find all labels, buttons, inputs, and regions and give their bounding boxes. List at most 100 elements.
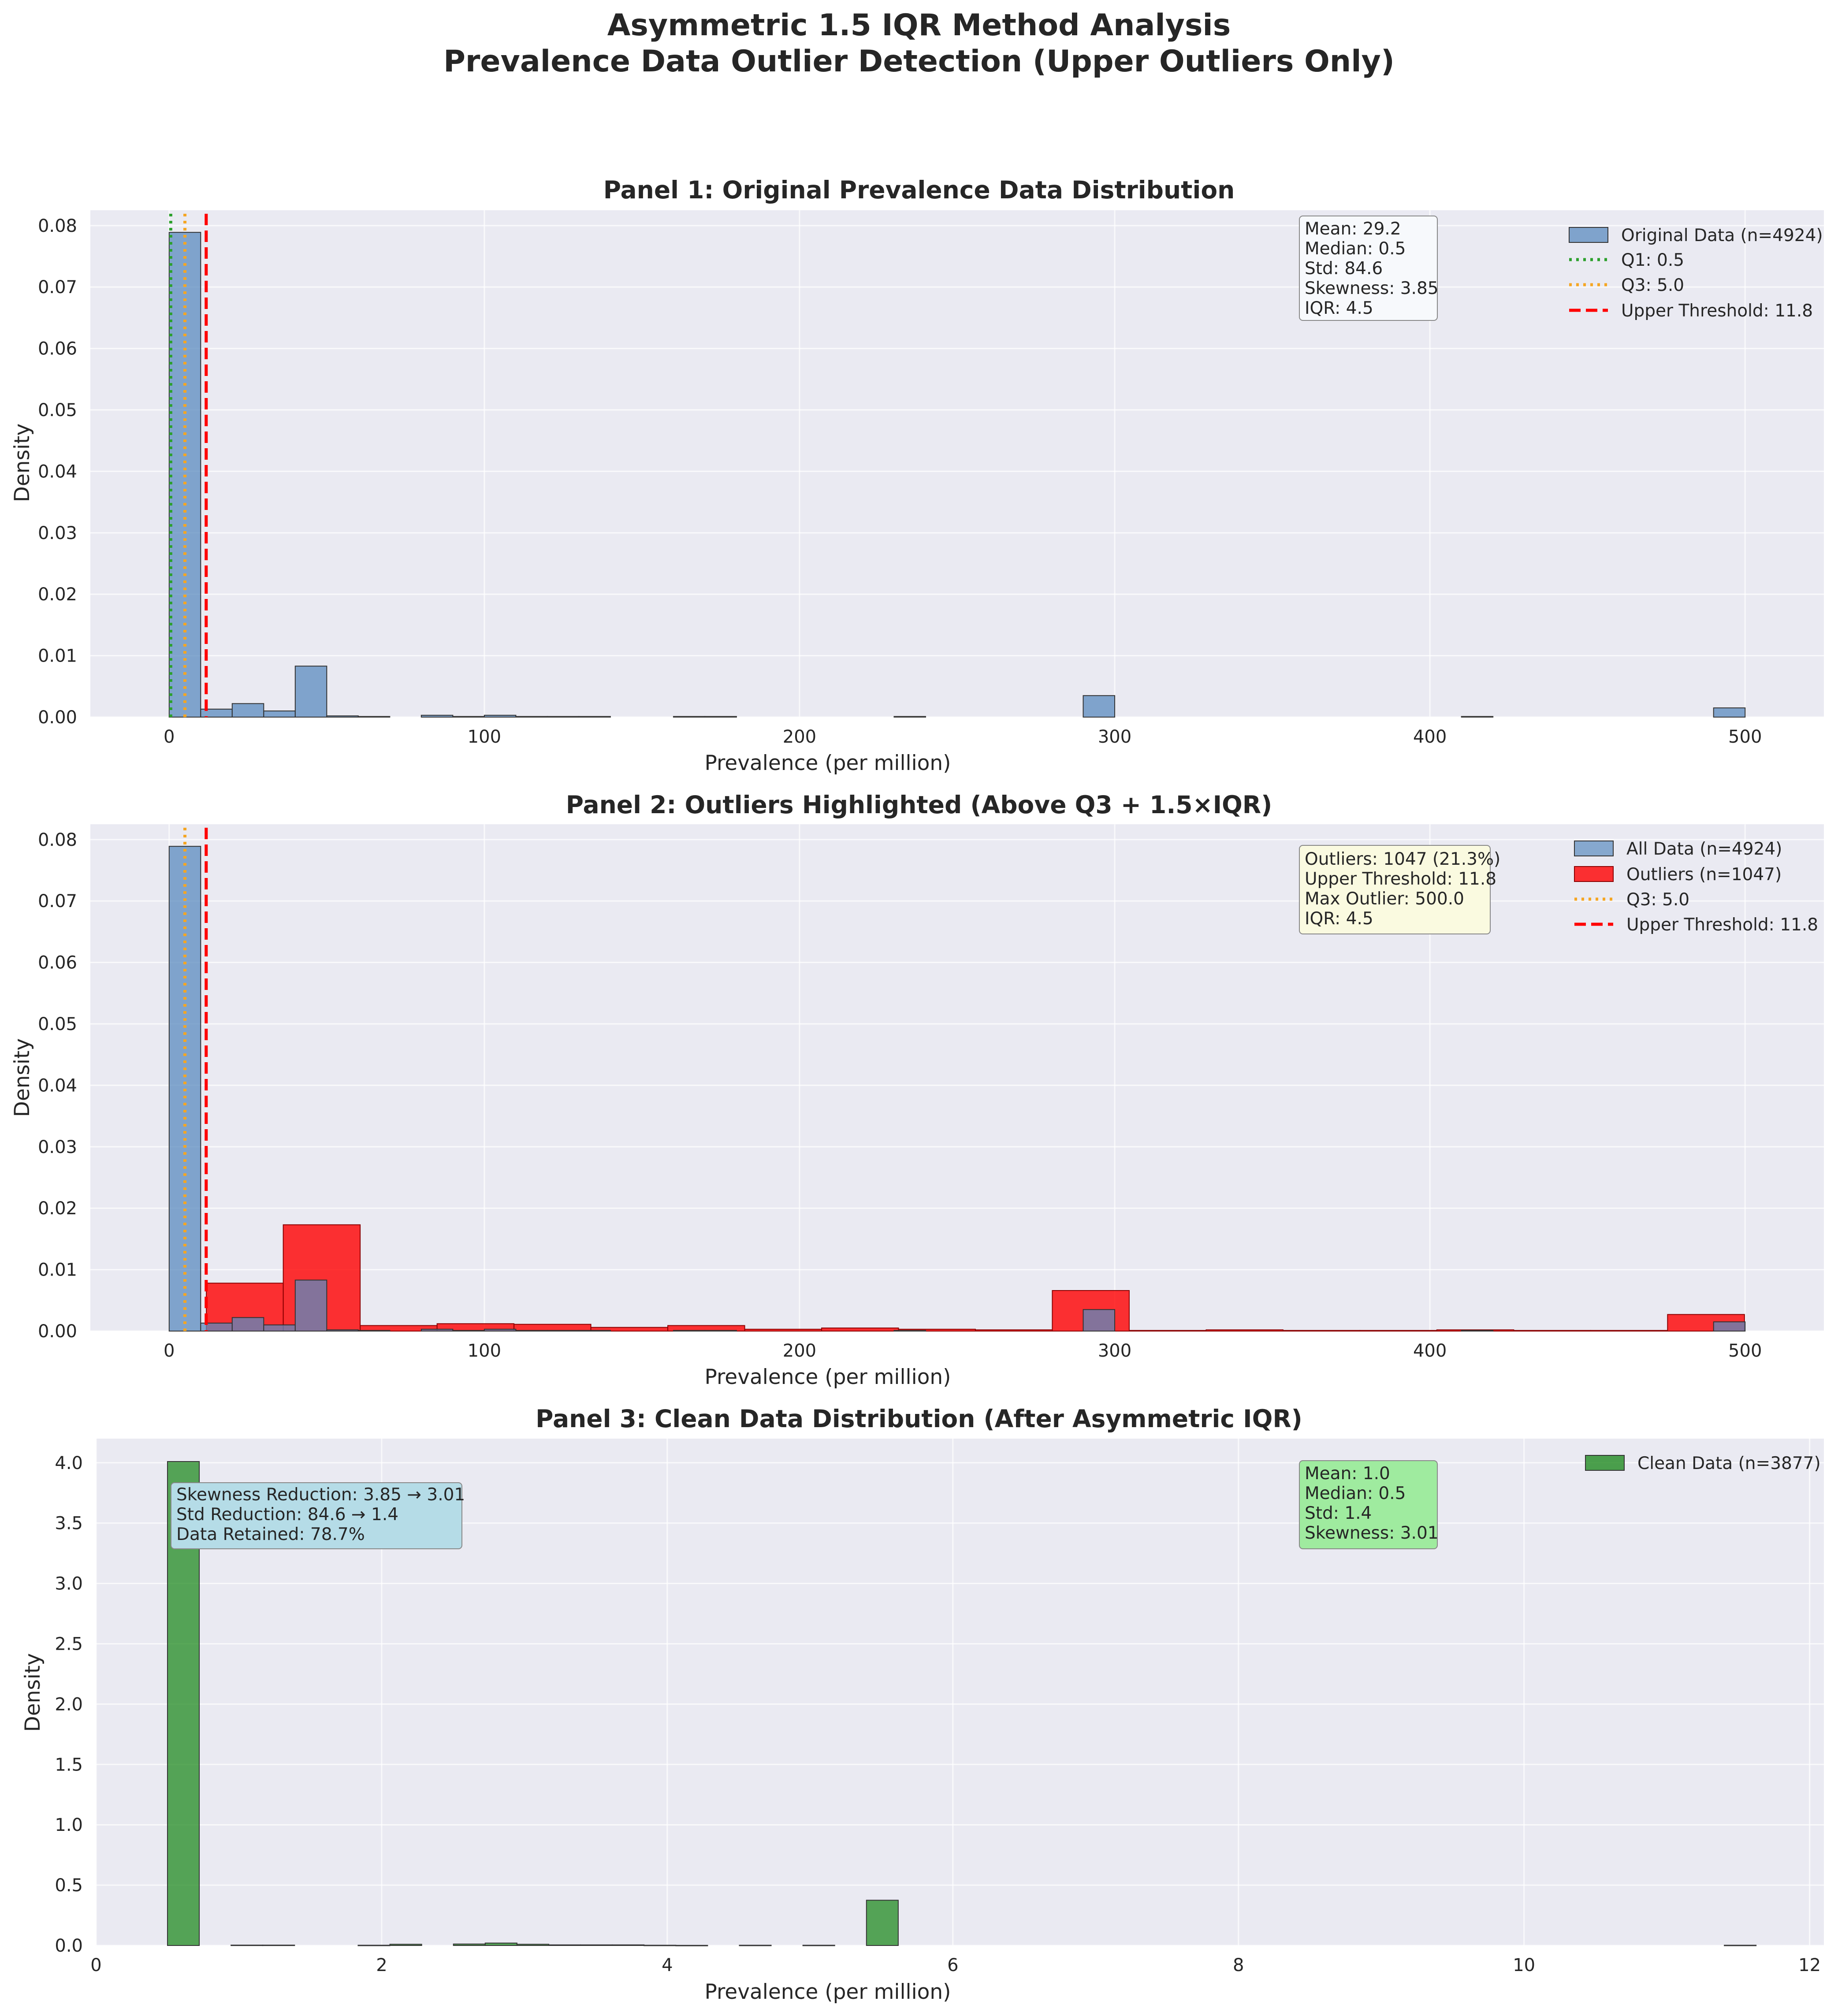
x-tick-label: 2 (376, 1955, 387, 1975)
panel-1-y-axis-label: Density (10, 424, 34, 502)
panel-3-x-axis-label: Prevalence (per million) (704, 1980, 951, 2004)
y-tick-label: 4.0 (55, 1453, 83, 1473)
x-tick-label: 0 (164, 727, 175, 747)
x-tick-label: 300 (1098, 1341, 1131, 1361)
histogram-bar (263, 710, 296, 718)
panel-1-stat-skewness: Skewness: 3.85 (1305, 279, 1439, 298)
histogram-bar (484, 714, 517, 718)
outlier-histogram-bar (744, 1328, 822, 1332)
y-tick-label: 0.06 (38, 953, 77, 973)
legend-all-data: All Data (n=4924) (1626, 839, 1782, 859)
x-tick-label: 200 (783, 727, 816, 747)
legend-q1: Q1: 0.5 (1621, 250, 1684, 270)
figure-title-line1: Asymmetric 1.5 IQR Method Analysis (607, 8, 1231, 43)
x-tick-label: 10 (1513, 1955, 1535, 1975)
x-tick-label: 12 (1798, 1955, 1821, 1975)
panel-3-y-axis-label: Density (21, 1653, 45, 1732)
panel-2-stat-max-outlier: Max Outlier: 500.0 (1305, 889, 1464, 909)
histogram-bar (326, 715, 359, 718)
panel-3-clean-distribution: Panel 3: Clean Data Distribution (After … (21, 1405, 1824, 2004)
clean-histogram-bar (484, 1942, 517, 1946)
y-tick-label: 0.01 (38, 646, 77, 666)
y-tick-label: 0.01 (38, 1260, 77, 1280)
panel-1-grid (90, 210, 1824, 718)
y-tick-label: 0.08 (38, 830, 77, 850)
panel-3-stat-skewness: Skewness: 3.01 (1305, 1523, 1439, 1543)
y-tick-label: 1.0 (55, 1815, 83, 1835)
panel-2-ticks: 0 100 200 300 400 500 0.00 0.01 0.02 0.03 0.04 0.05… (38, 830, 1762, 1361)
outlier-histogram-bar (821, 1328, 899, 1332)
x-tick-label: 100 (468, 1341, 501, 1361)
x-tick-label: 8 (1233, 1955, 1244, 1975)
legend-swatch-all-data (1574, 841, 1614, 856)
histogram-bar (326, 1329, 359, 1332)
x-tick-label: 400 (1413, 1341, 1447, 1361)
y-tick-label: 1.5 (55, 1755, 83, 1775)
panel-2-stat-threshold: Upper Threshold: 11.8 (1305, 869, 1496, 889)
y-tick-label: 0.07 (38, 891, 77, 911)
y-tick-label: 2.5 (55, 1634, 83, 1654)
panel-3-legend: Clean Data (n=3877) (1585, 1454, 1821, 1473)
y-tick-label: 0.04 (38, 461, 77, 482)
panel-1-legend: Original Data (n=4924) Q1: 0.5 Q3: 5.0 U… (1569, 226, 1823, 321)
y-tick-label: 0.03 (38, 1137, 77, 1157)
panel-1-title: Panel 1: Original Prevalence Data Distri… (603, 176, 1235, 204)
y-tick-label: 0.08 (38, 216, 77, 236)
clean-histogram-bar (453, 1943, 486, 1946)
panel-3-stat-std: Std: 1.4 (1305, 1503, 1372, 1523)
legend-swatch-outliers (1574, 866, 1614, 882)
legend-upper-threshold: Upper Threshold: 11.8 (1621, 301, 1813, 321)
x-tick-label: 0 (164, 1341, 175, 1361)
panel-2-plot-area (90, 824, 1824, 1331)
x-tick-label: 500 (1728, 727, 1762, 747)
panel-1-stat-median: Median: 0.5 (1305, 239, 1406, 259)
x-tick-label: 300 (1098, 727, 1131, 747)
panel-3-title: Panel 3: Clean Data Distribution (After … (536, 1405, 1302, 1433)
y-tick-label: 0.07 (38, 277, 77, 298)
y-tick-label: 0.02 (38, 584, 77, 605)
y-tick-label: 3.0 (55, 1574, 83, 1594)
panel-2-title: Panel 2: Outliers Highlighted (Above Q3 … (566, 791, 1272, 819)
panel-3-stat-median: Median: 0.5 (1305, 1484, 1406, 1503)
legend-upper-threshold: Upper Threshold: 11.8 (1626, 915, 1818, 935)
panel-1-stat-iqr: IQR: 4.5 (1305, 298, 1373, 318)
panel-3-stat-mean: Mean: 1.0 (1305, 1464, 1390, 1484)
panel-3-grid (95, 1439, 1824, 1946)
panel-2-stat-iqr: IQR: 4.5 (1305, 909, 1373, 929)
histogram-bar (1083, 1309, 1116, 1332)
panel-2-grid (90, 824, 1824, 1332)
panel-3-ticks: 0 2 4 6 8 10 12 0.0 0.5 1.0 1.5 2.0 2.5 3.0 3.5 4.0 (55, 1453, 1821, 1975)
legend-outliers: Outliers (n=1047) (1626, 865, 1782, 885)
histogram-bar (294, 666, 327, 718)
panel-1-original-distribution: Panel 1: Original Prevalence Data Distri… (10, 176, 1824, 775)
panel-1-reference-lines (169, 214, 208, 717)
panel-2-stats-box: Outliers: 1047 (21.3%) Upper Threshold: … (1299, 845, 1500, 934)
panel-1-stats-box: Mean: 29.2 Median: 0.5 Std: 84.6 Skewnes… (1299, 216, 1439, 321)
y-tick-label: 0.02 (38, 1198, 77, 1219)
x-tick-label: 6 (947, 1955, 958, 1975)
x-tick-label: 100 (468, 727, 501, 747)
outlier-histogram-bar (1205, 1329, 1284, 1332)
y-tick-label: 0.5 (55, 1875, 83, 1896)
panel-1-x-axis-label: Prevalence (per million) (704, 751, 951, 775)
x-tick-label: 500 (1728, 1341, 1762, 1361)
panel-1-stat-mean: Mean: 29.2 (1305, 219, 1401, 239)
panel-1-stat-std: Std: 84.6 (1305, 259, 1383, 279)
x-tick-label: 400 (1413, 727, 1447, 747)
panel-3-skewness-reduction: Skewness Reduction: 3.85 → 3.01 (176, 1485, 465, 1505)
outlier-histogram-bar (975, 1329, 1053, 1332)
histogram-bar (263, 1324, 296, 1332)
histogram-bar (420, 714, 454, 718)
histogram-bar (1713, 1321, 1746, 1332)
panel-2-outliers-highlighted: Panel 2: Outliers Highlighted (Above Q3 … (10, 791, 1824, 1389)
panel-3-std-reduction: Std Reduction: 84.6 → 1.4 (176, 1505, 398, 1525)
y-tick-label: 0.0 (55, 1936, 83, 1956)
panel-2-legend: All Data (n=4924) Outliers (n=1047) Q3: … (1574, 839, 1818, 935)
panel-2-stat-outliers: Outliers: 1047 (21.3%) (1305, 849, 1500, 869)
legend-clean-data: Clean Data (n=3877) (1637, 1454, 1821, 1473)
histogram-bar (1083, 695, 1116, 718)
panel-2-reference-lines (183, 828, 208, 1331)
histogram-bar (420, 1328, 454, 1332)
y-tick-label: 0.05 (38, 1014, 77, 1034)
